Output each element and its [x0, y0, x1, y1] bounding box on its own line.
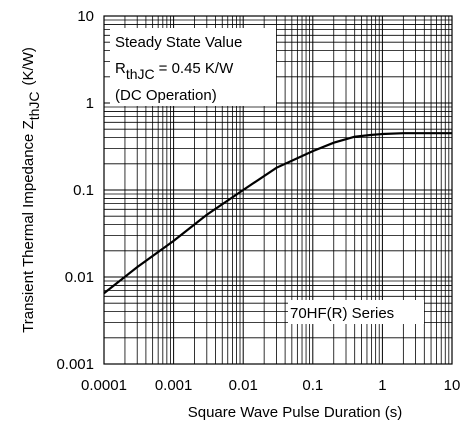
- rth-value: = 0.45 K/W: [159, 60, 234, 77]
- y-axis-title-main: Transient Thermal Impedance Z: [20, 120, 37, 333]
- y-axis-title-unit: (K/W): [20, 47, 37, 85]
- steady-state-title: Steady State Value: [115, 34, 242, 51]
- y-tick-label: 0.001: [56, 356, 94, 373]
- series-label-box: [288, 300, 424, 324]
- y-axis-title-sub: thJC: [26, 91, 42, 120]
- dc-operation-note: (DC Operation): [115, 87, 217, 104]
- x-tick-labels: 0.0001 0.001 0.01 0.1 1 10: [81, 377, 460, 394]
- y-tick-label: 0.1: [73, 182, 94, 199]
- x-tick-label: 0.0001: [81, 377, 127, 394]
- series-line: [103, 132, 452, 295]
- y-axis-title: Transient Thermal Impedance ZthJC (K/W): [20, 47, 42, 333]
- rth-label: RthJC = 0.45 K/W: [115, 60, 234, 82]
- plot-frame: [103, 15, 453, 365]
- rth-sub: thJC: [126, 66, 155, 82]
- x-tick-label: 0.1: [302, 377, 323, 394]
- steady-state-box: [110, 28, 276, 106]
- x-axis-title: Square Wave Pulse Duration (s): [188, 404, 403, 421]
- y-tick-labels: 0.001 0.01 0.1 1 10: [56, 8, 94, 373]
- y-tick-label: 1: [86, 95, 94, 112]
- x-tick-label: 10: [444, 377, 461, 394]
- x-tick-label: 0.001: [155, 377, 193, 394]
- series-label: 70HF(R) Series: [290, 305, 394, 322]
- x-tick-label: 1: [378, 377, 386, 394]
- y-tick-label: 10: [77, 8, 94, 25]
- y-tick-label: 0.01: [65, 269, 94, 286]
- rth-main: R: [115, 60, 126, 77]
- x-tick-label: 0.01: [229, 377, 258, 394]
